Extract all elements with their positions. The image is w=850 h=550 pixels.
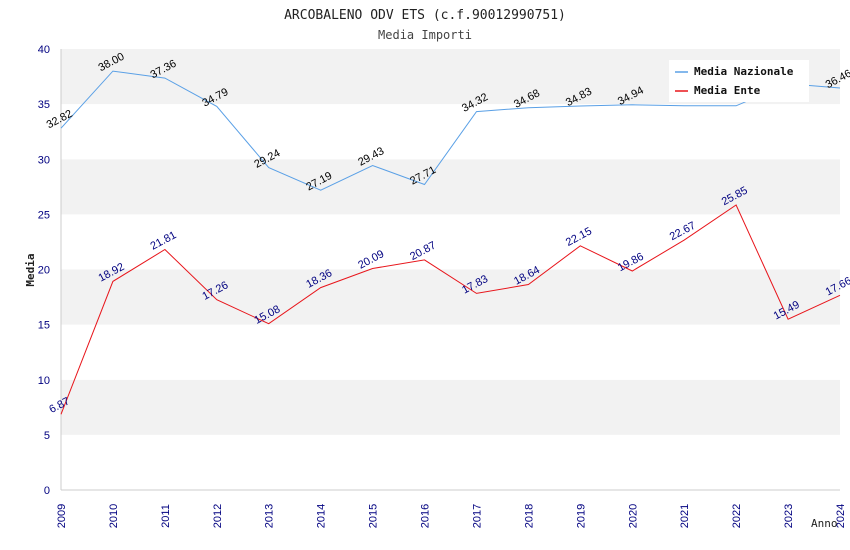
grid-band (61, 214, 840, 270)
y-tick-label: 35 (38, 99, 50, 111)
grid-band (61, 269, 840, 325)
x-tick-label: 2018 (523, 504, 535, 528)
x-tick-label: 2010 (108, 504, 120, 528)
legend: Media Nazionale Media Ente (669, 60, 809, 102)
x-axis-ticks: 2009 2010 2011 2012 2013 2014 2015 2016 2017 2018… (56, 504, 847, 528)
x-tick-label: 2009 (56, 504, 68, 528)
x-tick-label: 2022 (731, 504, 743, 528)
x-tick-label: 2019 (575, 504, 587, 528)
y-tick-label: 10 (38, 375, 50, 387)
background-bands (60, 49, 840, 491)
y-tick-label: 5 (44, 430, 50, 442)
y-tick-label: 30 (38, 154, 50, 166)
chart-title: ARCOBALENO ODV ETS (c.f.90012990751) (284, 8, 566, 23)
series-lines (60, 70, 841, 415)
series-line-national (60, 70, 841, 191)
x-tick-label: 2011 (160, 504, 172, 528)
x-tick-label: 2012 (212, 504, 224, 528)
grid-band (61, 379, 840, 435)
x-tick-label: 2014 (316, 504, 328, 528)
series-line-ente (60, 204, 841, 415)
chart-subtitle: Media Importi (378, 28, 472, 42)
y-tick-label: 25 (38, 209, 50, 221)
x-tick-label: 2015 (368, 504, 380, 528)
y-tick-label: 40 (38, 44, 50, 56)
grid-band (61, 324, 840, 380)
legend-box (669, 60, 809, 102)
y-tick-label: 0 (44, 485, 50, 497)
y-axis-ticks: 0 5 10 15 20 25 30 35 40 (38, 44, 50, 497)
legend-label-ente: Media Ente (694, 84, 761, 97)
grid-band (61, 104, 840, 160)
x-tick-label: 2020 (627, 504, 639, 528)
legend-label-national: Media Nazionale (694, 65, 794, 78)
y-tick-label: 15 (38, 320, 50, 332)
x-axis-title: Anno (811, 517, 838, 530)
x-tick-label: 2016 (420, 504, 432, 528)
grid-band (61, 159, 840, 215)
x-tick-label: 2017 (471, 504, 483, 528)
grid-band (61, 434, 840, 490)
x-tick-label: 2024 (835, 504, 847, 528)
x-tick-label: 2013 (264, 504, 276, 528)
x-tick-label: 2021 (679, 504, 691, 528)
x-tick-label: 2023 (783, 504, 795, 528)
y-axis-title: Media (24, 253, 37, 286)
y-tick-label: 20 (38, 265, 50, 277)
